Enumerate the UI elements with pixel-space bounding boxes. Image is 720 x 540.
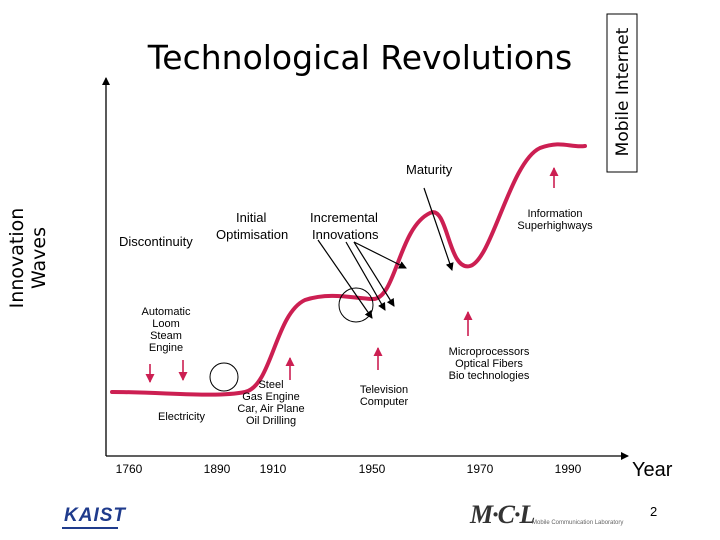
- x-tick-1990: 1990: [554, 462, 582, 476]
- innovations-label: Innovations: [312, 227, 379, 242]
- micro-line3: Bio technologies: [448, 370, 530, 382]
- mobile-internet-text: Mobile Internet: [613, 27, 633, 157]
- microprocessors-label: Microprocessors Optical Fibers Bio techn…: [433, 346, 545, 382]
- mobile-internet-box: [606, 13, 638, 173]
- discontinuity-circle-2: [338, 287, 374, 323]
- innovation-wave-curve: [110, 142, 587, 397]
- x-tick-1950: 1950: [358, 462, 386, 476]
- steel-line2: Gas Engine: [242, 391, 300, 403]
- discontinuity-pointer: [317, 239, 373, 319]
- steel-line1: Steel: [258, 379, 284, 391]
- automatic-line2: Loom: [152, 318, 180, 330]
- information-line1: Information: [527, 208, 583, 220]
- automatic-loom-label: Automatic Loom Steam Engine: [126, 306, 206, 354]
- y-axis-title-line2: Waves: [28, 226, 50, 290]
- steel-line3: Car, Air Plane: [237, 403, 305, 415]
- discontinuity-label: Discontinuity: [119, 234, 193, 249]
- automatic-line1: Automatic: [141, 306, 191, 318]
- mcl-logo-mark: M·C·L: [470, 500, 535, 529]
- x-axis-title: Year: [632, 459, 673, 481]
- innovations-pointer-2: [353, 241, 407, 269]
- optimisation-label: Optimisation: [216, 227, 289, 242]
- x-tick-1910: 1910: [259, 462, 287, 476]
- x-tick-1760: 1760: [115, 462, 143, 476]
- kaist-logo: KAIST: [62, 505, 126, 529]
- innovations-pointer-1: [353, 241, 395, 307]
- steel-gas-engine-label: Steel Gas Engine Car, Air Plane Oil Dril…: [226, 379, 316, 427]
- maturity-pointer: [423, 187, 454, 271]
- optimisation-pointer: [345, 241, 386, 311]
- y-axis-title: Innovation Waves: [6, 203, 50, 313]
- television-line2: Computer: [359, 396, 409, 408]
- mcl-logo-subtitle: Mobile Communication Laboratory: [532, 520, 624, 526]
- information-superhighways-label: Information Superhighways: [505, 208, 605, 232]
- kaist-logo-underline: [62, 527, 118, 529]
- steel-line4: Oil Drilling: [245, 415, 297, 427]
- automatic-line4: Engine: [148, 342, 184, 354]
- kaist-logo-text: KAIST: [64, 505, 126, 526]
- slide-title: Technological Revolutions: [147, 38, 573, 77]
- television-computer-label: Television Computer: [346, 384, 422, 408]
- micro-line2: Optical Fibers: [455, 358, 523, 370]
- x-tick-1890: 1890: [203, 462, 231, 476]
- page-number: 2: [650, 504, 658, 519]
- x-tick-1970: 1970: [466, 462, 494, 476]
- electricity-label: Electricity: [158, 411, 206, 423]
- y-axis-title-line1: Innovation: [6, 207, 28, 309]
- automatic-line3: Steam: [150, 330, 182, 342]
- information-line2: Superhighways: [517, 220, 593, 232]
- initial-label: Initial: [236, 210, 267, 225]
- micro-line1: Microprocessors: [448, 346, 530, 358]
- discontinuity-circle-1: [209, 362, 239, 392]
- mcl-logo: M·C·L Mobile Communication Laboratory: [470, 500, 623, 530]
- maturity-label: Maturity: [406, 162, 453, 177]
- incremental-label: Incremental: [310, 210, 378, 225]
- television-line1: Television: [359, 384, 409, 396]
